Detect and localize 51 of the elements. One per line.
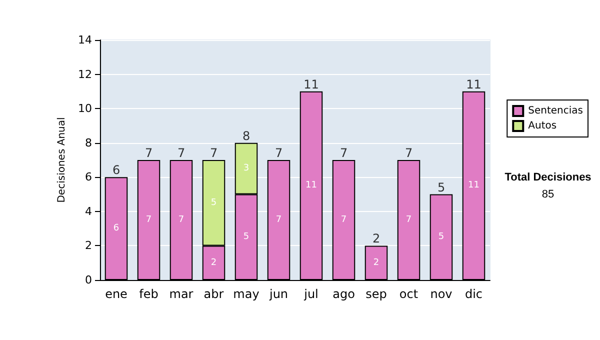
y-tick-label: 0 xyxy=(85,274,92,286)
x-tick-label: mar xyxy=(169,287,194,301)
data-label: 7 xyxy=(340,215,347,225)
y-tick-label: 6 xyxy=(85,170,92,184)
x-tick-label: dic xyxy=(464,287,483,301)
total-label: 5 xyxy=(437,180,446,194)
x-tick-label: may xyxy=(233,287,260,301)
text: 85 xyxy=(542,188,554,200)
total-label: 7 xyxy=(210,146,218,160)
legend-label: Sentencias xyxy=(528,106,584,116)
x-tick-label: oct xyxy=(399,287,418,301)
data-label: 7 xyxy=(178,215,184,225)
total-label: 11 xyxy=(304,77,319,92)
text: Total Decisiones xyxy=(504,172,592,184)
data-label: 2 xyxy=(373,258,380,268)
data-label: 5 xyxy=(243,232,250,242)
x-tick-label: abr xyxy=(204,287,224,301)
total-label: 7 xyxy=(340,146,348,160)
data-label: 5 xyxy=(210,198,217,208)
y-tick-label: 10 xyxy=(78,102,92,116)
total-label: 11 xyxy=(466,77,482,92)
x-tick-label: ene xyxy=(105,287,128,301)
y-tick-label: 4 xyxy=(85,204,92,218)
y-tick-label: 8 xyxy=(85,136,92,150)
data-label: 5 xyxy=(438,232,444,242)
total-label: 8 xyxy=(242,128,250,143)
data-label: 3 xyxy=(243,164,250,174)
data-label: 7 xyxy=(406,215,412,225)
total-label: 7 xyxy=(144,146,153,160)
y-tick-label: 2 xyxy=(85,239,92,252)
x-tick-label: jun xyxy=(268,287,288,301)
total-label: 7 xyxy=(404,146,413,160)
data-label: 2 xyxy=(210,258,217,268)
y-tick-label: 14 xyxy=(78,34,92,46)
x-tick-label: nov xyxy=(430,287,452,301)
data-label: 11 xyxy=(306,180,317,191)
data-label: 11 xyxy=(468,180,480,191)
data-label: 6 xyxy=(113,224,120,234)
data-label: 7 xyxy=(276,215,282,225)
x-tick-label: jul xyxy=(303,287,318,301)
x-tick-label: feb xyxy=(139,287,158,301)
data-label: 7 xyxy=(146,215,152,225)
x-tick-label: sep xyxy=(366,287,387,301)
total-label: 7 xyxy=(177,146,186,160)
total-label: 7 xyxy=(274,146,283,160)
y-tick-label: 12 xyxy=(78,68,92,81)
total-label: 2 xyxy=(372,232,380,246)
total-label: 6 xyxy=(112,163,120,178)
y-axis-title: Decisiones Anual xyxy=(56,117,68,203)
legend-label: Autos xyxy=(528,120,557,132)
x-tick-label: ago xyxy=(332,287,355,301)
